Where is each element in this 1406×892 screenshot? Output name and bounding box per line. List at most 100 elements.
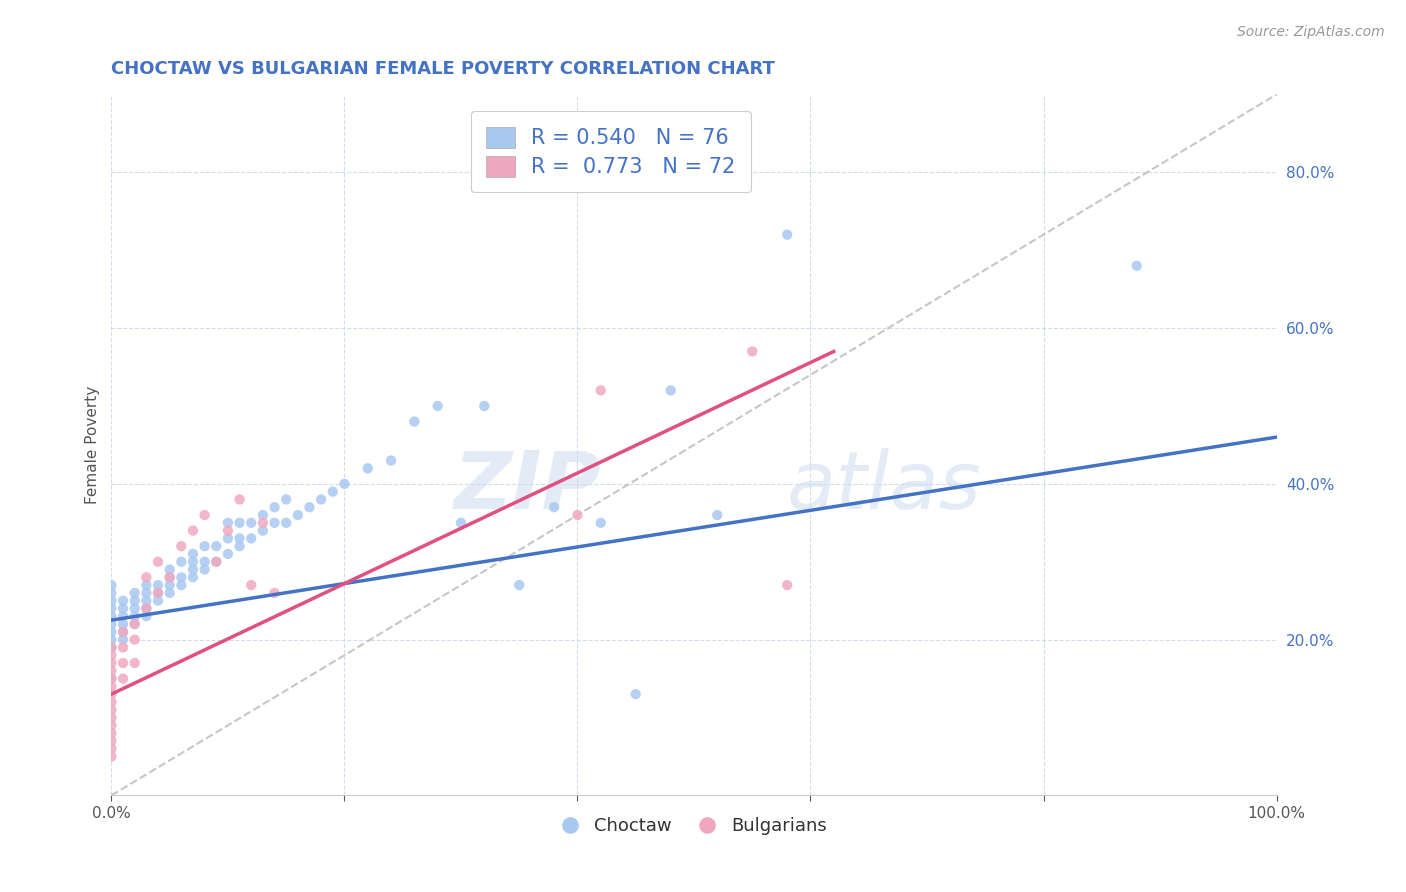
Point [100, 672, 122, 686]
Point [228, 532, 250, 546]
Point [205, 555, 228, 569]
Point [263, 500, 285, 515]
Point [217, 532, 239, 546]
Point [181, 555, 204, 569]
Point [659, 384, 682, 398]
Point [124, 617, 146, 632]
Point [194, 539, 217, 553]
Point [135, 570, 157, 584]
Point [112, 624, 135, 639]
Point [287, 508, 309, 522]
Point [112, 640, 135, 655]
Point [181, 547, 204, 561]
Point [146, 593, 169, 607]
Point [112, 593, 135, 607]
Point [112, 609, 135, 624]
Point [508, 578, 530, 592]
Point [100, 734, 122, 748]
Point [135, 601, 157, 615]
Point [252, 508, 274, 522]
Point [112, 632, 135, 647]
Point [776, 227, 799, 242]
Point [124, 593, 146, 607]
Point [112, 601, 135, 615]
Point [124, 656, 146, 670]
Point [100, 726, 122, 740]
Point [776, 578, 799, 592]
Point [159, 578, 181, 592]
Point [100, 593, 122, 607]
Point [100, 578, 122, 592]
Point [124, 586, 146, 600]
Y-axis label: Female Poverty: Female Poverty [86, 386, 100, 504]
Point [240, 532, 263, 546]
Point [1125, 259, 1147, 273]
Point [263, 586, 285, 600]
Point [100, 741, 122, 756]
Point [240, 516, 263, 530]
Point [100, 632, 122, 647]
Point [100, 718, 122, 732]
Text: ZIP: ZIP [453, 448, 600, 526]
Point [217, 516, 239, 530]
Point [112, 617, 135, 632]
Point [112, 624, 135, 639]
Point [322, 484, 344, 499]
Point [205, 539, 228, 553]
Point [276, 492, 298, 507]
Point [181, 570, 204, 584]
Point [135, 586, 157, 600]
Point [194, 555, 217, 569]
Point [276, 516, 298, 530]
Point [159, 570, 181, 584]
Point [624, 687, 647, 701]
Point [228, 539, 250, 553]
Point [159, 562, 181, 576]
Point [135, 578, 157, 592]
Point [217, 547, 239, 561]
Point [472, 399, 495, 413]
Point [380, 453, 402, 467]
Point [543, 500, 565, 515]
Point [135, 601, 157, 615]
Point [252, 524, 274, 538]
Point [100, 664, 122, 678]
Point [100, 687, 122, 701]
Point [100, 672, 122, 686]
Point [741, 344, 763, 359]
Point [298, 500, 321, 515]
Point [100, 601, 122, 615]
Text: CHOCTAW VS BULGARIAN FEMALE POVERTY CORRELATION CHART: CHOCTAW VS BULGARIAN FEMALE POVERTY CORR… [111, 60, 775, 78]
Point [100, 624, 122, 639]
Point [357, 461, 380, 475]
Point [146, 586, 169, 600]
Point [567, 508, 589, 522]
Point [124, 632, 146, 647]
Point [146, 555, 169, 569]
Point [100, 640, 122, 655]
Point [589, 516, 612, 530]
Point [170, 570, 193, 584]
Point [170, 578, 193, 592]
Point [146, 586, 169, 600]
Point [181, 524, 204, 538]
Point [100, 640, 122, 655]
Point [181, 562, 204, 576]
Point [100, 609, 122, 624]
Point [100, 648, 122, 663]
Point [100, 710, 122, 724]
Point [309, 492, 332, 507]
Point [124, 601, 146, 615]
Point [135, 609, 157, 624]
Point [333, 476, 356, 491]
Point [228, 492, 250, 507]
Point [706, 508, 728, 522]
Point [217, 524, 239, 538]
Point [194, 508, 217, 522]
Point [228, 516, 250, 530]
Point [112, 672, 135, 686]
Point [159, 570, 181, 584]
Point [100, 586, 122, 600]
Point [450, 516, 472, 530]
Point [263, 516, 285, 530]
